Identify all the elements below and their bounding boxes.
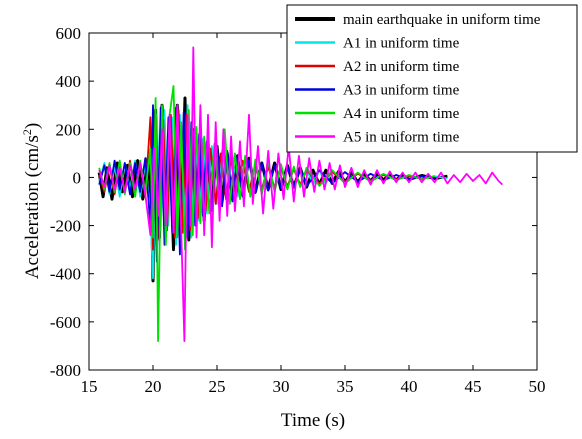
y-tick-label-6: 400 (56, 72, 82, 91)
x-tick-label-4: 35 (337, 377, 354, 396)
legend: main earthquake in uniform time A1 in uni… (286, 4, 578, 153)
x-tick-label-2: 25 (209, 377, 226, 396)
axes-layer: 15 20 25 30 35 40 45 50 -800 -600 -400 -200 0 200 400 6… (50, 24, 546, 396)
y-tick-label-7: 600 (56, 24, 82, 43)
y-tick-label-3: -200 (50, 217, 81, 236)
x-tick-label-7: 50 (529, 377, 546, 396)
series-line-3 (98, 104, 435, 263)
y-tick-label-1: -600 (50, 313, 81, 332)
legend-label-0: main earthquake in uniform time (343, 12, 541, 28)
y-axis-title-superscript: 2 (20, 129, 34, 135)
x-tick-label-1: 20 (145, 377, 162, 396)
x-tick-label-6: 45 (465, 377, 482, 396)
series-line-5 (98, 46, 504, 342)
x-tick-label-0: 15 (81, 377, 98, 396)
y-tick-label-2: -400 (50, 265, 81, 284)
x-tick-label-5: 40 (401, 377, 418, 396)
legend-label-3: A3 in uniform time (343, 83, 460, 99)
x-tick-label-3: 30 (273, 377, 290, 396)
legend-box (286, 4, 578, 153)
legend-label-4: A4 in uniform time (343, 106, 460, 122)
legend-label-5: A5 in uniform time (343, 130, 460, 146)
legend-label-1: A1 in uniform time (343, 36, 460, 52)
x-axis-title: Time (s) (281, 410, 345, 431)
y-axis-title-tail: ) (22, 123, 43, 129)
legend-label-2: A2 in uniform time (343, 59, 460, 75)
y-axis-title-main: Acceleration (cm/s (22, 135, 43, 279)
y-tick-label-4: 0 (73, 168, 82, 187)
y-tick-label-0: -800 (50, 361, 81, 380)
y-tick-label-5: 200 (56, 120, 82, 139)
series-layer (97, 46, 504, 342)
y-axis-title: Acceleration (cm/s2) (20, 123, 43, 279)
